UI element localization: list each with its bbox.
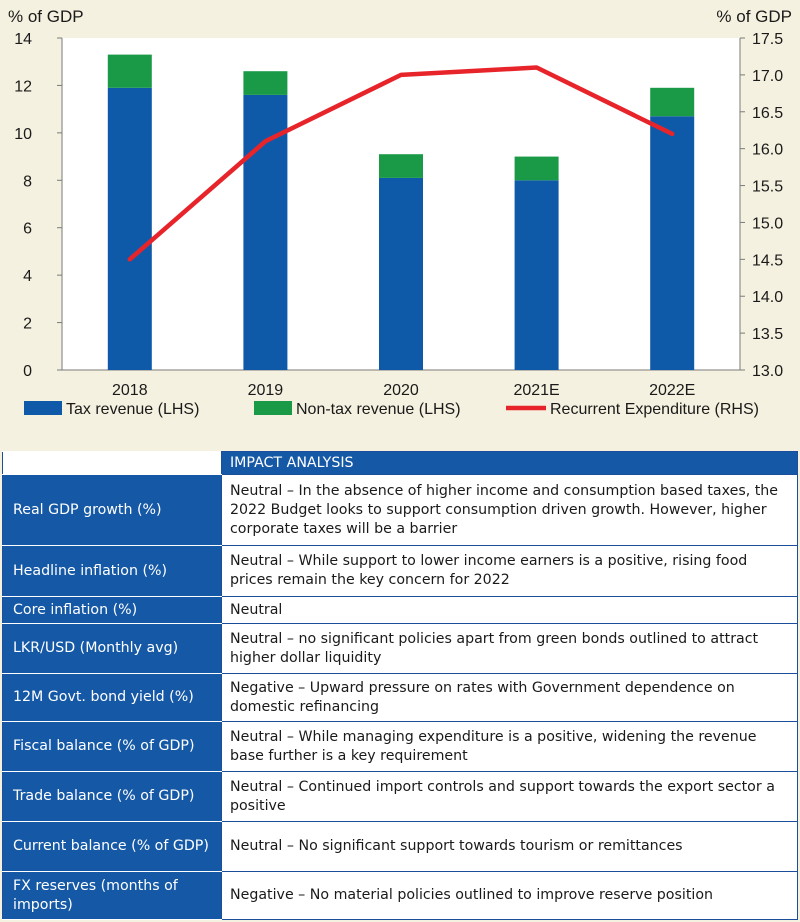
x-tick-label: 2019 xyxy=(248,382,284,399)
chart: % of GDP % of GDP 0 2 4 6 8 10 12 14 13.0 13.5 14.0 1… xyxy=(0,0,800,430)
row-analysis: Negative – Upward pressure on rates with… xyxy=(221,673,798,722)
left-tick-label: 14 xyxy=(14,31,32,48)
row-analysis: Negative – No material policies outlined… xyxy=(221,871,798,920)
bar-non-tax-revenue xyxy=(107,54,152,88)
table-row: Trade balance (% of GDP) Neutral – Conti… xyxy=(2,771,798,822)
row-label: Current balance (% of GDP) xyxy=(2,821,222,872)
right-tick-label: 14.5 xyxy=(752,252,783,269)
bar-tax-revenue xyxy=(650,116,695,370)
table-row: LKR/USD (Monthly avg) Neutral – no signi… xyxy=(2,623,798,674)
x-tick-label: 2020 xyxy=(383,382,419,399)
row-label: Real GDP growth (%) xyxy=(2,474,222,546)
bar-non-tax-revenue xyxy=(243,71,288,95)
table-row: Fiscal balance (% of GDP) Neutral – Whil… xyxy=(2,721,798,772)
right-tick-label: 17.5 xyxy=(752,31,783,48)
left-tick-label: 10 xyxy=(14,126,32,143)
x-tick-label: 2018 xyxy=(112,382,148,399)
right-tick-label: 14.0 xyxy=(752,289,783,306)
row-label: Fiscal balance (% of GDP) xyxy=(2,721,222,772)
left-tick-label: 0 xyxy=(23,363,32,380)
bar-non-tax-revenue xyxy=(514,156,559,181)
row-label: LKR/USD (Monthly avg) xyxy=(2,623,222,674)
left-tick-label: 2 xyxy=(23,316,32,333)
impact-analysis-table: IMPACT ANALYSIS Real GDP growth (%) Neut… xyxy=(2,451,798,920)
impact-analysis-table-container: IMPACT ANALYSIS Real GDP growth (%) Neut… xyxy=(2,451,798,920)
table-row: 12M Govt. bond yield (%) Negative – Upwa… xyxy=(2,673,798,722)
left-tick-label: 4 xyxy=(23,268,32,285)
row-analysis: Neutral – Continued import controls and … xyxy=(221,771,798,822)
bar-non-tax-revenue xyxy=(650,87,695,117)
left-axis-title: % of GDP xyxy=(8,7,84,26)
table-header-title: IMPACT ANALYSIS xyxy=(221,451,798,475)
left-tick-label: 12 xyxy=(14,78,32,95)
bar-tax-revenue xyxy=(107,87,152,371)
row-label: Trade balance (% of GDP) xyxy=(2,771,222,822)
bar-non-tax-revenue xyxy=(379,154,423,178)
legend-label-recurrent-expenditure: Recurrent Expenditure (RHS) xyxy=(550,401,759,418)
row-label: Core inflation (%) xyxy=(2,596,222,624)
line-recurrent-expenditure xyxy=(127,65,675,262)
right-tick-label: 13.5 xyxy=(752,326,783,343)
chart-svg: % of GDP % of GDP 0 2 4 6 8 10 12 14 13.0 13.5 14.0 1… xyxy=(8,7,792,418)
legend-swatch-non-tax-revenue xyxy=(254,401,292,415)
bar-tax-revenue xyxy=(514,180,559,370)
left-tick-label: 6 xyxy=(23,221,32,238)
right-axis-title: % of GDP xyxy=(716,7,792,26)
right-tick-label: 13.0 xyxy=(752,363,783,380)
table-header-row: IMPACT ANALYSIS xyxy=(2,451,798,475)
table-header-blank-cell xyxy=(2,451,222,475)
row-label: Headline inflation (%) xyxy=(2,545,222,597)
row-analysis: Neutral xyxy=(221,596,798,624)
right-tick-label: 16.0 xyxy=(752,142,783,159)
table-row: Core inflation (%) Neutral xyxy=(2,596,798,624)
right-tick-label: 16.5 xyxy=(752,105,783,122)
left-tick-label: 8 xyxy=(23,173,32,190)
legend-swatch-tax-revenue xyxy=(24,401,62,415)
row-analysis: Neutral – no significant policies apart … xyxy=(221,623,798,674)
right-tick-label: 15.5 xyxy=(752,179,783,196)
table-row: Current balance (% of GDP) Neutral – No … xyxy=(2,821,798,872)
table-row: Headline inflation (%) Neutral – While s… xyxy=(2,545,798,597)
row-label: 12M Govt. bond yield (%) xyxy=(2,673,222,722)
legend-label-tax-revenue: Tax revenue (LHS) xyxy=(66,401,199,418)
x-tick-label: 2021E xyxy=(513,382,559,399)
bar-tax-revenue xyxy=(379,177,423,370)
table-row: FX reserves (months of imports) Negative… xyxy=(2,871,798,920)
row-label: FX reserves (months of imports) xyxy=(2,871,222,920)
legend-label-non-tax-revenue: Non-tax revenue (LHS) xyxy=(296,401,461,418)
right-tick-label: 15.0 xyxy=(752,215,783,232)
row-analysis: Neutral – While managing expenditure is … xyxy=(221,721,798,772)
row-analysis: Neutral – In the absence of higher incom… xyxy=(221,474,798,546)
table-row: Real GDP growth (%) Neutral – In the abs… xyxy=(2,474,798,546)
right-tick-label: 17.0 xyxy=(752,68,783,85)
row-analysis: Neutral – While support to lower income … xyxy=(221,545,798,597)
x-tick-label: 2022E xyxy=(649,382,695,399)
row-analysis: Neutral – No significant support towards… xyxy=(221,821,798,872)
